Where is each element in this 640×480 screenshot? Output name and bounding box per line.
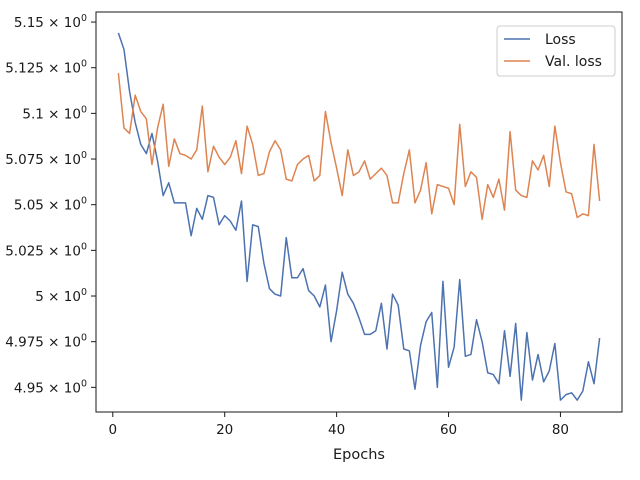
x-tick-label: 0 xyxy=(108,422,117,438)
y-tick-label: 5.125 × 100 xyxy=(5,59,87,77)
y-tick-label: 4.975 × 100 xyxy=(5,333,87,351)
x-axis-label: Epochs xyxy=(333,447,385,463)
x-tick-label: 20 xyxy=(216,422,233,438)
x-tick-label: 40 xyxy=(328,422,345,438)
series-line-1 xyxy=(117,32,601,401)
series-line-2 xyxy=(117,73,601,221)
x-tick-label: 60 xyxy=(440,422,457,438)
y-tick-label: 5.075 × 100 xyxy=(5,150,87,168)
x-tick-label: 80 xyxy=(552,422,569,438)
x-axis-ticks: 0 20 40 60 80 xyxy=(108,412,569,438)
y-tick-label: 5.025 × 100 xyxy=(5,241,87,259)
y-tick-label: 5.15 × 100 xyxy=(14,13,87,31)
y-tick-label: 4.95 × 100 xyxy=(14,378,87,396)
y-tick-label: 5.05 × 100 xyxy=(14,196,87,214)
legend-label-2: Val. loss xyxy=(545,54,602,70)
axes-frame xyxy=(95,11,623,413)
y-tick-label: 5.1 × 100 xyxy=(22,104,87,122)
y-axis-ticks: 4.95 × 100 4.975 × 100 5 × 100 5.025 × 100 5… xyxy=(5,13,96,396)
legend-label-1: Loss xyxy=(545,32,576,48)
y-tick-label: 5 × 100 xyxy=(35,287,87,305)
series-layer xyxy=(117,32,601,401)
legend: Loss Val. loss xyxy=(496,25,616,77)
